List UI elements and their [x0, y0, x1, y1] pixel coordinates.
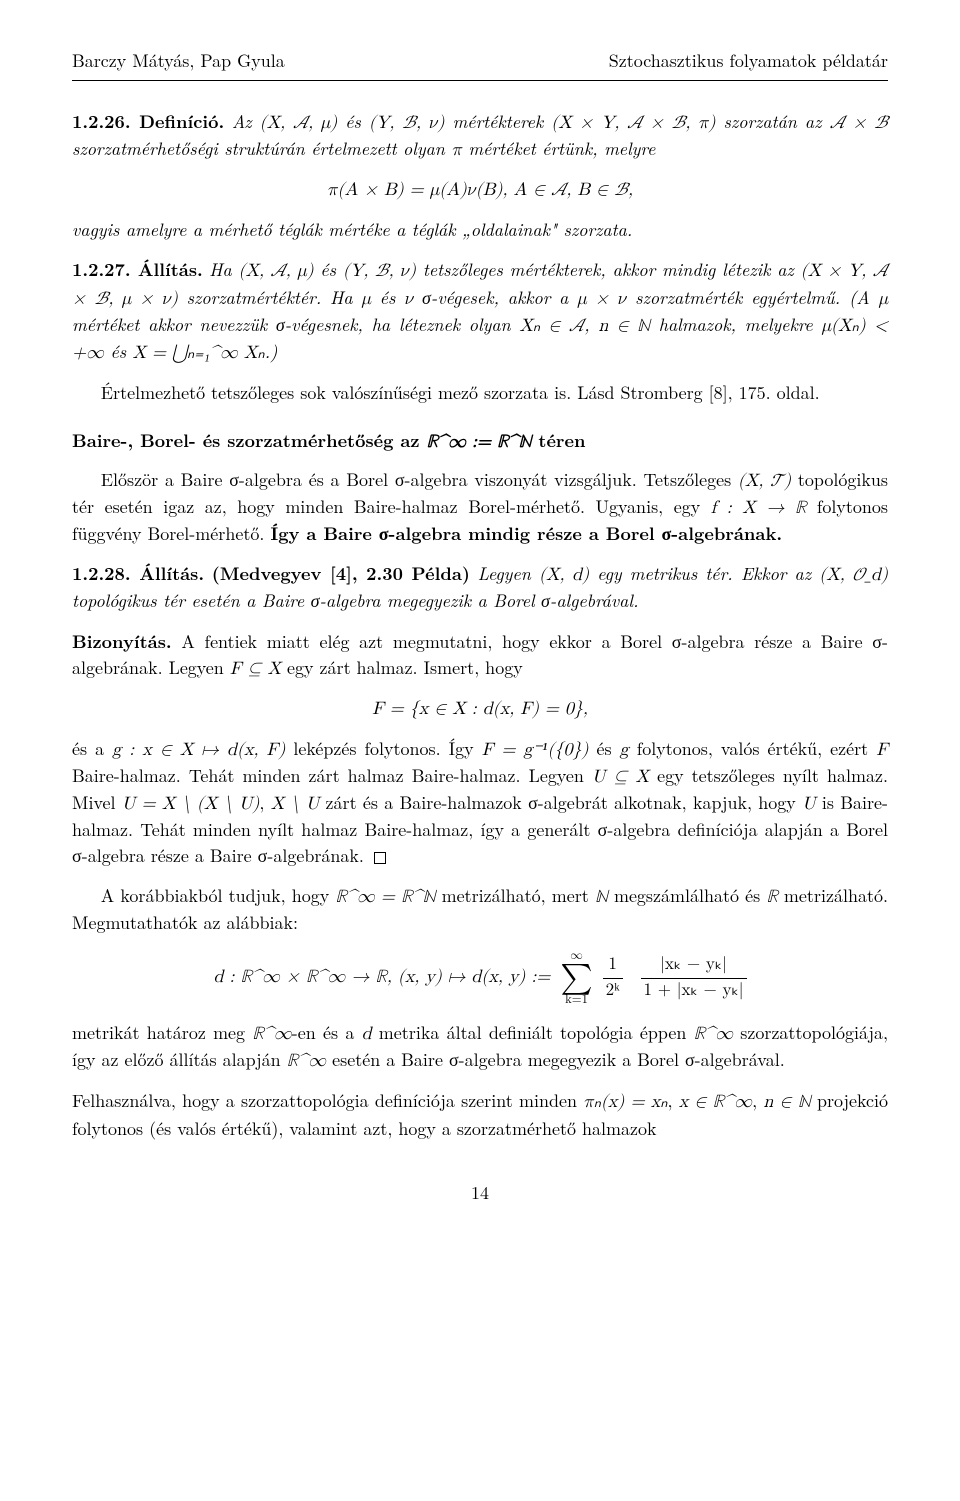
allitas-1227: 1.2.27. Állítás. Ha (X, 𝒜, μ) és (Y, ℬ, … — [72, 257, 888, 365]
proof-label: Bizonyítás. — [72, 629, 172, 654]
proof-display: F = {x ∈ X : d(x, F) = 0}, — [72, 696, 888, 722]
para-baire: Először a Baire σ-algebra és a Borel σ-a… — [72, 467, 888, 547]
metric-display: d : ℝ^∞ × ℝ^∞ → ℝ, (x, y) ↦ d(x, y) := ∞… — [72, 950, 888, 1006]
head-right: Sztochasztikus folyamatok példatár — [609, 48, 888, 74]
def-1226-display: π(A × B) = μ(A)ν(B), A ∈ 𝒜, B ∈ ℬ, — [72, 177, 888, 203]
def-1226-tail: vagyis amelyre a mérhető téglák mértéke … — [72, 217, 888, 243]
para-metr: A korábbiakból tudjuk, hogy ℝ^∞ = ℝ^ℕ me… — [72, 883, 888, 936]
frac-1: 1 2ᵏ — [603, 953, 623, 1004]
para-metrika: metrikát határoz meg ℝ^∞-en és a d metri… — [72, 1020, 888, 1074]
frac-2: |xₖ − yₖ| 1 + |xₖ − yₖ| — [641, 953, 747, 1004]
def-num: 1.2.26. Definíció. — [72, 109, 224, 134]
para-last: Felhasználva, hogy a szorzattopológia de… — [72, 1088, 888, 1141]
allitas-1228: 1.2.28. Állítás. (Medvegyev [4], 2.30 Pé… — [72, 561, 888, 614]
def-1226: 1.2.26. Definíció. Az (X, 𝒜, μ) és (Y, ℬ… — [72, 109, 888, 163]
para-tetsz: Értelmezhető tetszőleges sok valószínűsé… — [72, 380, 888, 406]
proof-para1: Bizonyítás. A fentiek miatt elég azt meg… — [72, 629, 888, 682]
running-head: Barczy Mátyás, Pap Gyula Sztochasztikus … — [72, 48, 888, 74]
all-1227-num: 1.2.27. Állítás. — [72, 257, 203, 282]
head-rule — [72, 80, 888, 81]
all-1228-num: 1.2.28. Állítás. — [72, 561, 204, 586]
page-container: Barczy Mátyás, Pap Gyula Sztochasztikus … — [0, 0, 960, 1254]
subheading: Baire-, Borel- és szorzatmérhetőség az ℝ… — [72, 428, 888, 455]
proof-para2: és a g : x ∈ X ↦ d(x, F) leképzés folyto… — [72, 736, 888, 869]
qed-icon — [374, 852, 386, 864]
page-number: 14 — [72, 1180, 888, 1206]
head-left: Barczy Mátyás, Pap Gyula — [72, 48, 285, 74]
sum-symbol: ∞ ∑ k=1 — [560, 950, 592, 1006]
